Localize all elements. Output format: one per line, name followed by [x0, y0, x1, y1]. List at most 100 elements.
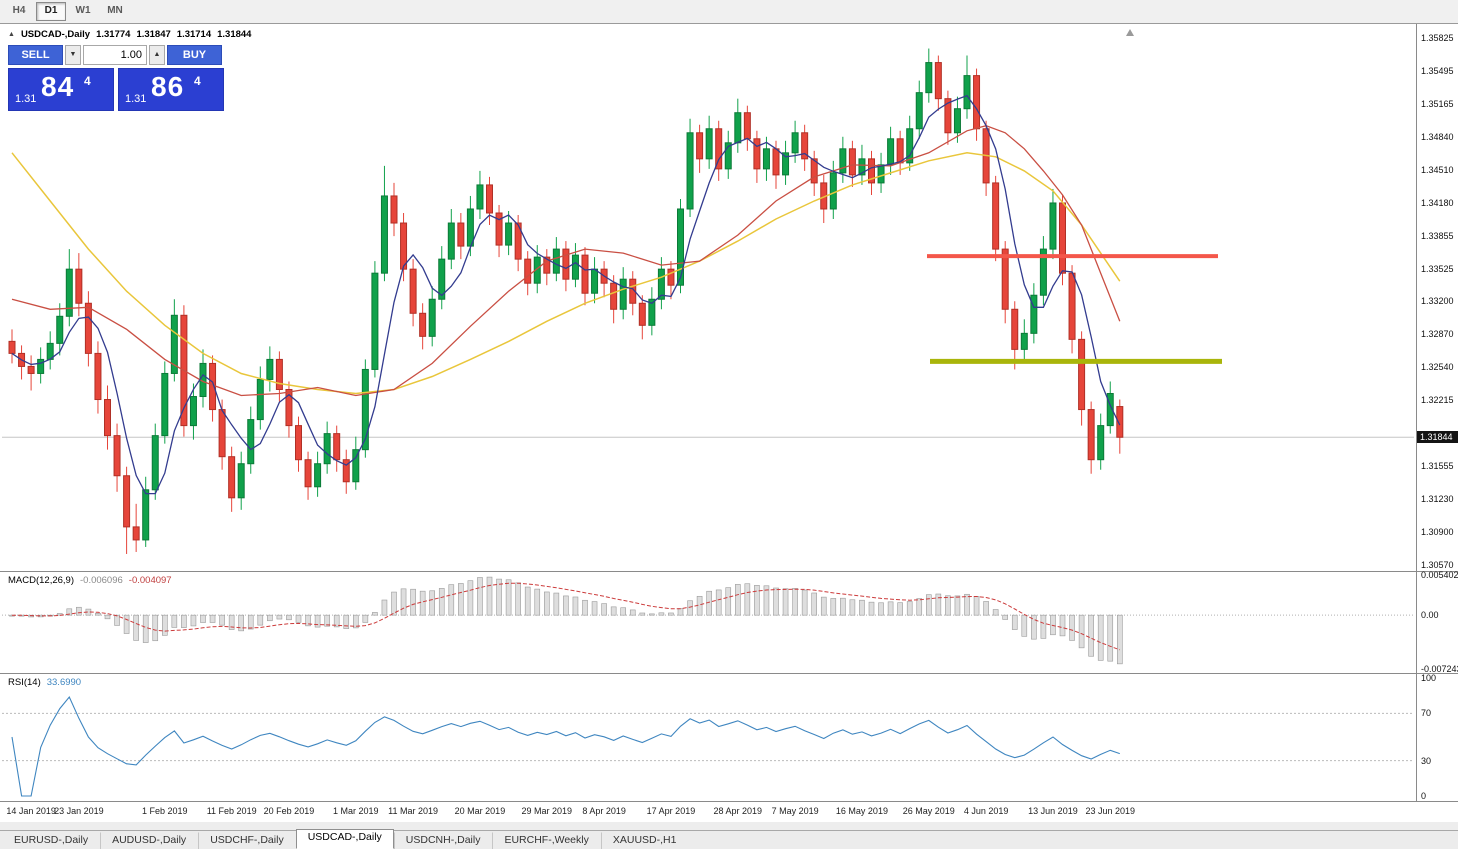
- buy-button[interactable]: BUY: [167, 45, 222, 65]
- one-click-toggle-icon[interactable]: ▲: [8, 31, 15, 38]
- macd-axis-label: 0.00: [1421, 610, 1439, 621]
- price-axis-label: 1.30570: [1421, 560, 1454, 570]
- ohlc-open: 1.31774: [96, 29, 131, 40]
- date-label: 20 Mar 2019: [454, 806, 506, 816]
- macd-signal-line: [11, 582, 1120, 651]
- date-label: 7 May 2019: [771, 806, 819, 816]
- rsi-axis-label: 70: [1421, 708, 1432, 719]
- date-label: 14 Jan 2019: [6, 806, 56, 816]
- price-axis-label: 1.34840: [1421, 131, 1454, 142]
- timeframe-toolbar: H4 D1 W1 MN: [0, 0, 1458, 22]
- chart-tab-eurchf-weekly[interactable]: EURCHF-,Weekly: [492, 832, 600, 849]
- date-label: 11 Feb 2019: [206, 806, 257, 816]
- rsi-name: RSI(14): [8, 677, 41, 688]
- price-axis-label: 1.35825: [1421, 33, 1454, 43]
- rsi-panel-chart[interactable]: [2, 674, 1414, 801]
- date-label: 11 Mar 2019: [388, 806, 439, 816]
- chart-shift-marker: [1126, 29, 1134, 36]
- chart-tab-xauusd-h1[interactable]: XAUUSD-,H1: [600, 832, 689, 849]
- date-label: 23 Jan 2019: [54, 806, 104, 816]
- rsi-axis-label: 30: [1421, 755, 1432, 766]
- rsi-line: [11, 695, 1120, 797]
- price-axis-label: 1.35495: [1421, 66, 1454, 77]
- rsi-panel-separator[interactable]: [0, 673, 1458, 674]
- lot-increase-button[interactable]: ▲: [149, 45, 165, 65]
- ma-slow-yellow: [11, 152, 1121, 395]
- macd-signal-value: -0.004097: [128, 575, 172, 586]
- symbol-name: USDCAD-,Daily: [20, 29, 91, 40]
- ohlc-low: 1.31714: [176, 29, 212, 40]
- date-label: 1 Feb 2019: [142, 806, 188, 816]
- rsi-indicator-label: RSI(14) 33.6990: [8, 677, 81, 688]
- chart-tab-eurusd-daily[interactable]: EURUSD-,Daily: [14, 834, 89, 846]
- timeframe-button-mn[interactable]: MN: [107, 4, 123, 16]
- date-label: 28 Apr 2019: [713, 806, 763, 816]
- price-axis-label: 1.34180: [1421, 197, 1454, 208]
- date-label: 26 May 2019: [902, 806, 955, 816]
- buy-price-prefix: 1.31: [125, 93, 147, 105]
- sell-price-display[interactable]: 1.31 84 4: [8, 68, 114, 111]
- ohlc-high: 1.31847: [136, 29, 171, 40]
- rsi-axis-label: 100: [1421, 673, 1437, 683]
- price-axis-label: 1.30900: [1421, 526, 1454, 537]
- date-label: 4 Jun 2019: [963, 806, 1009, 816]
- price-axis-label: 1.31230: [1421, 493, 1454, 504]
- sell-price-pip: 4: [84, 74, 91, 88]
- sell-price-big: 84: [41, 71, 75, 102]
- date-label: 16 May 2019: [835, 806, 888, 816]
- price-axis-label: 1.33525: [1421, 263, 1454, 274]
- sell-price-prefix: 1.31: [15, 93, 37, 105]
- time-axis[interactable]: 14 Jan 2019 23 Jan 2019 1 Feb 2019 11 Feb 2…: [0, 802, 1458, 822]
- ohlc-close: 1.31844: [217, 29, 252, 40]
- price-axis-label: 1.33200: [1421, 296, 1454, 307]
- macd-indicator-label: MACD(12,26,9) -0.006096 -0.004097: [8, 575, 172, 586]
- macd-main-value: -0.006096: [80, 575, 123, 586]
- date-label: 8 Apr 2019: [582, 806, 626, 816]
- chart-tab-audusd-daily[interactable]: AUDUSD-,Daily: [100, 832, 198, 849]
- chart-tab-usdcnh-daily[interactable]: USDCNH-,Daily: [393, 832, 493, 849]
- chart-tab-usdcad-daily[interactable]: USDCAD-,Daily: [295, 829, 394, 849]
- current-price-tag: 1.31844: [1417, 431, 1458, 444]
- chart-tabs-bar: EURUSD-,Daily AUDUSD-,Daily USDCHF-,Daily U…: [0, 829, 1458, 849]
- date-label: 1 Mar 2019: [333, 806, 379, 816]
- rsi-axis-label: 0: [1421, 791, 1427, 801]
- ma-fast-blue: [11, 94, 1121, 495]
- lot-size-input[interactable]: [83, 45, 147, 65]
- date-label: 13 Jun 2019: [1028, 806, 1078, 816]
- lot-decrease-button[interactable]: ▼: [65, 45, 81, 65]
- price-chart[interactable]: [2, 24, 1414, 570]
- date-label: 20 Feb 2019: [263, 806, 315, 816]
- date-label: 29 Mar 2019: [521, 806, 573, 816]
- date-label: 23 Jun 2019: [1085, 806, 1136, 816]
- mac d-histogram: [9, 576, 1123, 665]
- macd-panel-chart[interactable]: [2, 572, 1414, 672]
- candles-layer: [8, 48, 1124, 554]
- price-axis-label: 1.35165: [1421, 99, 1454, 110]
- chart-header: ▲ USDCAD-,Daily 1.31774 1.31847 1.31714 …: [8, 29, 251, 40]
- date-axis-separator: [0, 801, 1458, 802]
- macd-panel-separator[interactable]: [0, 571, 1458, 572]
- one-click-trading-panel: SELL ▼ ▲ BUY 1.31 84 4 1.31 86 4: [8, 45, 224, 111]
- timeframe-button-d1[interactable]: D1: [36, 1, 66, 21]
- buy-price-display[interactable]: 1.31 86 4: [118, 68, 224, 111]
- rsi-value: 33.6990: [46, 677, 82, 688]
- price-axis-label: 1.34510: [1421, 164, 1454, 175]
- price-axis-label: 1.33855: [1421, 230, 1454, 241]
- price-axis-label: 1.31555: [1421, 461, 1454, 472]
- macd-axis-label: -0.007243: [1421, 664, 1458, 674]
- price-axis-label: 1.32215: [1421, 395, 1454, 406]
- horizontal-scrollbar[interactable]: [0, 822, 1458, 830]
- buy-price-big: 86: [151, 71, 185, 102]
- macd-name: MACD(12,26,9): [8, 575, 74, 586]
- ma-medium-red: [11, 125, 1121, 397]
- buy-price-pip: 4: [194, 74, 201, 88]
- price-axis-label: 1.32540: [1421, 362, 1454, 373]
- timeframe-button-w1[interactable]: W1: [75, 4, 91, 16]
- sell-button[interactable]: SELL: [8, 45, 63, 65]
- chart-tab-usdchf-daily[interactable]: USDCHF-,Daily: [198, 832, 296, 849]
- macd-axis-label: 0.005402: [1421, 570, 1458, 580]
- price-axis-label: 1.32870: [1421, 329, 1454, 340]
- price-axis-separator: [1416, 24, 1417, 802]
- date-label: 17 Apr 2019: [646, 806, 696, 816]
- timeframe-button-h4[interactable]: H4: [12, 4, 26, 16]
